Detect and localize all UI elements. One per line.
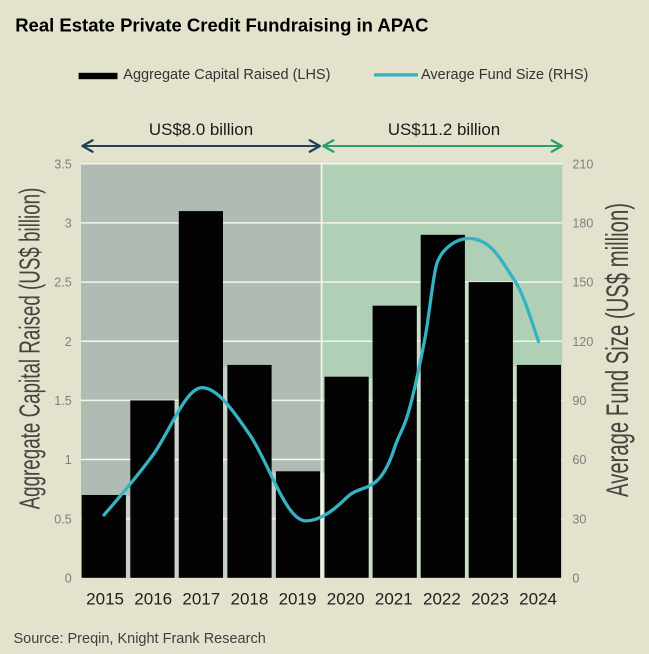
- svg-text:1.5: 1.5: [54, 394, 72, 408]
- svg-text:Aggregate Capital Raised (US$: Aggregate Capital Raised (US$ billion): [15, 188, 47, 510]
- svg-text:0: 0: [572, 571, 579, 585]
- svg-text:2024: 2024: [519, 589, 557, 608]
- svg-text:3.5: 3.5: [54, 157, 72, 171]
- svg-text:2022: 2022: [423, 589, 461, 608]
- svg-text:2: 2: [65, 335, 72, 349]
- svg-text:90: 90: [572, 394, 586, 408]
- svg-text:60: 60: [572, 453, 586, 467]
- svg-text:2020: 2020: [327, 589, 365, 608]
- svg-text:Source: Preqin, Knight Frank R: Source: Preqin, Knight Frank Research: [14, 631, 266, 647]
- svg-text:Average Fund Size (US$ million: Average Fund Size (US$ million): [599, 203, 635, 497]
- svg-text:30: 30: [572, 512, 586, 526]
- svg-text:2015: 2015: [86, 589, 124, 608]
- svg-text:2021: 2021: [375, 589, 413, 608]
- svg-text:2018: 2018: [230, 589, 268, 608]
- svg-text:2.5: 2.5: [54, 276, 72, 290]
- svg-text:Real Estate Private Credit Fun: Real Estate Private Credit Fundraising i…: [15, 14, 428, 35]
- svg-text:2019: 2019: [279, 589, 317, 608]
- svg-text:2016: 2016: [134, 589, 172, 608]
- svg-text:3: 3: [65, 217, 72, 231]
- svg-text:2017: 2017: [182, 589, 220, 608]
- svg-text:0.5: 0.5: [54, 512, 72, 526]
- svg-text:Aggregate Capital Raised (LHS): Aggregate Capital Raised (LHS): [123, 67, 330, 83]
- svg-text:US$11.2 billion: US$11.2 billion: [388, 120, 500, 139]
- svg-text:210: 210: [572, 157, 593, 171]
- svg-text:180: 180: [572, 217, 593, 231]
- svg-text:US$8.0 billion: US$8.0 billion: [149, 120, 253, 139]
- svg-text:Average Fund Size (RHS): Average Fund Size (RHS): [421, 67, 588, 83]
- svg-text:1: 1: [65, 453, 72, 467]
- svg-text:150: 150: [572, 276, 593, 290]
- svg-text:0: 0: [65, 571, 72, 585]
- svg-text:2023: 2023: [471, 589, 509, 608]
- svg-text:120: 120: [572, 335, 593, 349]
